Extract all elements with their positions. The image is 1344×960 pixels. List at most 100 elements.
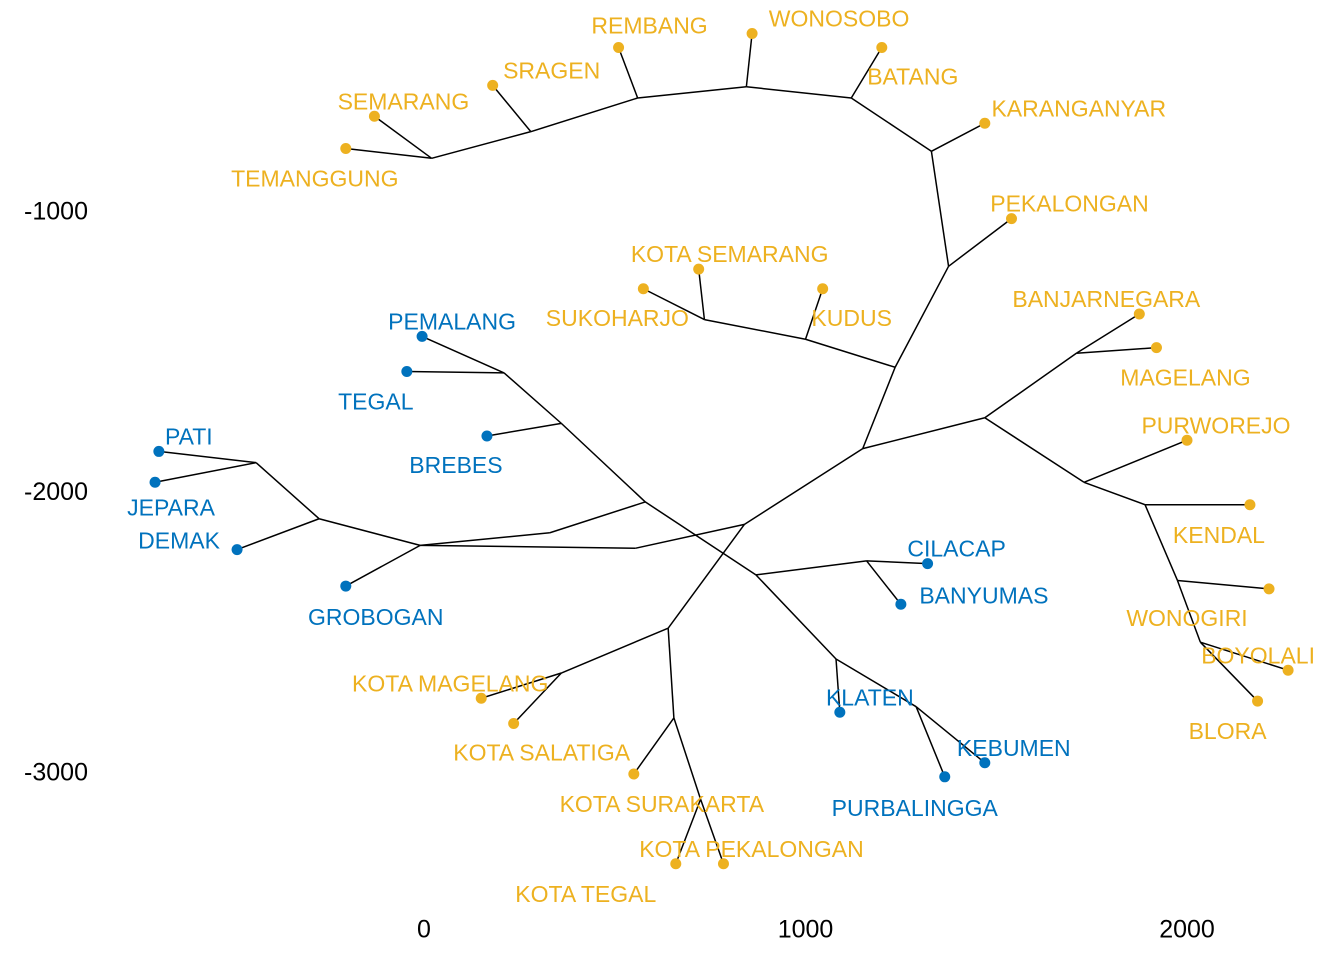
label-wonosobo: WONOSOBO bbox=[769, 6, 910, 32]
point-karanganyar bbox=[979, 117, 991, 129]
point-brebes bbox=[481, 430, 493, 442]
tree-edges bbox=[154, 33, 1289, 865]
label-batang: BATANG bbox=[867, 64, 958, 90]
tree-edge bbox=[984, 417, 1085, 483]
label-pati: PATI bbox=[165, 424, 213, 450]
tree-edge bbox=[1075, 313, 1140, 354]
x-tick-label: 1000 bbox=[778, 916, 834, 944]
point-banyumas bbox=[895, 598, 907, 610]
tree-edge bbox=[930, 151, 950, 267]
label-kota-surakarta: KOTA SURAKARTA bbox=[560, 791, 765, 817]
label-tegal: TEGAL bbox=[338, 389, 414, 415]
tree-edge bbox=[697, 269, 706, 320]
label-pekalongan: PEKALONGAN bbox=[990, 191, 1149, 217]
tree-edge bbox=[745, 33, 753, 87]
label-kudus: KUDUS bbox=[811, 305, 892, 331]
label-semarang: SEMARANG bbox=[338, 88, 470, 114]
label-kebumen: KEBUMEN bbox=[957, 735, 1071, 761]
tree-edge bbox=[746, 86, 852, 99]
point-kebumen bbox=[979, 757, 991, 769]
point-kota-semarang bbox=[693, 263, 705, 275]
label-blora: BLORA bbox=[1189, 718, 1268, 744]
x-axis-tick-labels: 0 1000 2000 bbox=[417, 916, 1215, 944]
label-purworejo: PURWOREJO bbox=[1141, 412, 1290, 438]
point-pemalang bbox=[416, 330, 428, 342]
tree-edge bbox=[704, 318, 806, 340]
tree-edge bbox=[236, 518, 320, 551]
label-kota-magelang: KOTA MAGELANG bbox=[352, 670, 548, 696]
tree-edge bbox=[617, 47, 639, 99]
tree-edge bbox=[1199, 641, 1259, 702]
tree-edge bbox=[255, 462, 320, 520]
tree-edge bbox=[635, 523, 745, 549]
y-tick-label: -3000 bbox=[24, 759, 88, 787]
label-grobogan: GROBOGAN bbox=[308, 604, 443, 630]
point-banjarnegara bbox=[1133, 308, 1145, 320]
tree-edge bbox=[431, 130, 532, 160]
tree-edge bbox=[850, 97, 932, 152]
tree-edge bbox=[1144, 504, 1179, 581]
tree-edge bbox=[421, 335, 505, 374]
point-sukoharjo bbox=[637, 283, 649, 295]
label-pemalang: PEMALANG bbox=[388, 308, 516, 334]
tree-edge bbox=[530, 97, 638, 133]
label-kota-pekalongan: KOTA PEKALONGAN bbox=[639, 836, 864, 862]
leaf-points bbox=[149, 27, 1294, 870]
tree-edge bbox=[1177, 579, 1270, 590]
tree-edge bbox=[637, 86, 747, 99]
point-purbalingga bbox=[939, 771, 951, 783]
point-tegal bbox=[401, 365, 413, 377]
y-axis-tick-labels: -1000 -2000 -3000 bbox=[24, 198, 88, 787]
point-kota-salatiga bbox=[508, 718, 520, 730]
point-kendal bbox=[1244, 499, 1256, 511]
point-kota-pekalongan bbox=[717, 858, 729, 870]
point-pati bbox=[153, 445, 165, 457]
label-klaten: KLATEN bbox=[826, 684, 914, 710]
tree-edge bbox=[643, 288, 705, 321]
label-kendal: KENDAL bbox=[1173, 522, 1265, 548]
label-jepara: JEPARA bbox=[127, 494, 215, 520]
tree-edge bbox=[561, 627, 669, 674]
point-kota-magelang bbox=[475, 692, 487, 704]
tree-edge bbox=[492, 84, 532, 133]
tree-edge bbox=[503, 372, 562, 424]
point-cilacap bbox=[922, 558, 934, 570]
x-tick-label: 2000 bbox=[1159, 916, 1215, 944]
tree-edge bbox=[755, 574, 837, 660]
point-sragen bbox=[487, 79, 499, 91]
tree-edge bbox=[633, 717, 675, 775]
label-sragen: SRAGEN bbox=[503, 57, 600, 83]
point-kota-tegal bbox=[670, 858, 682, 870]
tree-edge bbox=[158, 450, 257, 464]
label-magelang: MAGELANG bbox=[1120, 365, 1250, 391]
tree-edge bbox=[420, 544, 636, 549]
point-kudus bbox=[817, 283, 829, 295]
tree-edge bbox=[744, 447, 864, 525]
tree-edge bbox=[894, 265, 950, 368]
point-klaten bbox=[834, 706, 846, 718]
label-sukoharjo: SUKOHARJO bbox=[546, 305, 689, 331]
tree-edge bbox=[948, 218, 1012, 267]
tree-edge bbox=[373, 115, 433, 159]
tree-edge bbox=[850, 47, 883, 99]
label-wonogiri: WONOGIRI bbox=[1126, 605, 1247, 631]
tree-edge bbox=[835, 658, 841, 713]
point-demak bbox=[231, 544, 243, 556]
point-purworejo bbox=[1181, 434, 1193, 446]
tree-edge bbox=[1200, 641, 1289, 671]
point-kota-surakarta bbox=[628, 768, 640, 780]
label-demak: DEMAK bbox=[138, 528, 220, 554]
label-kota-semarang: KOTA SEMARANG bbox=[631, 241, 829, 267]
tree-edge bbox=[675, 798, 702, 865]
tree-edge bbox=[804, 288, 824, 340]
point-pekalongan bbox=[1006, 213, 1018, 225]
point-rembang bbox=[613, 42, 625, 54]
tree-edge bbox=[673, 717, 702, 800]
tree-edge bbox=[154, 461, 257, 484]
label-kota-salatiga: KOTA SALATIGA bbox=[453, 740, 630, 766]
label-cilacap: CILACAP bbox=[907, 536, 1005, 562]
label-rembang: REMBANG bbox=[591, 13, 707, 39]
tree-edge bbox=[560, 422, 646, 503]
point-magelang bbox=[1150, 342, 1162, 354]
